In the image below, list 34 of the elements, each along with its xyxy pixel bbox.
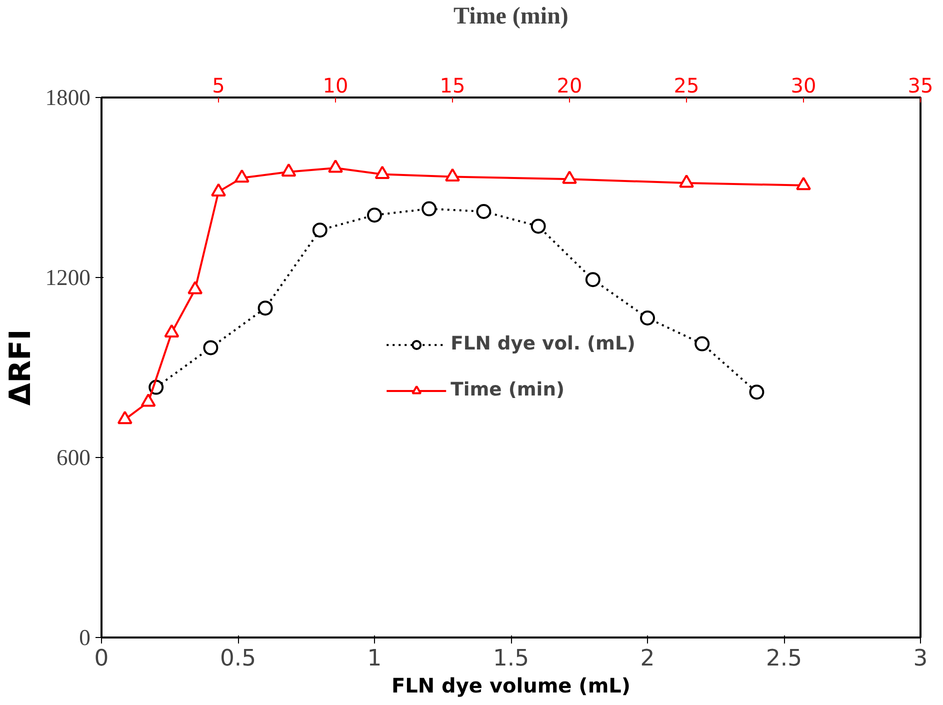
- x2-tick-label: 10: [322, 74, 348, 98]
- x-tick-label: 1: [367, 646, 382, 672]
- x2-tick-label: 25: [674, 74, 700, 98]
- x-tick-label: 0: [94, 646, 109, 672]
- point: [749, 384, 764, 400]
- y-tick-label: 0: [79, 625, 90, 650]
- point: [694, 336, 710, 352]
- x-tick-label: 2.5: [766, 646, 802, 672]
- y-axis-title: ΔRFI: [3, 329, 38, 406]
- x2-tick-label: 20: [556, 74, 582, 98]
- legend-label: Time (min): [450, 380, 565, 400]
- point: [312, 222, 328, 238]
- y-tick-label: 600: [56, 445, 90, 470]
- x-tick-label: 0.5: [220, 646, 256, 672]
- y-tick-label: 1200: [45, 265, 90, 290]
- x-axis-title: FLN dye volume (mL): [391, 674, 631, 698]
- point: [530, 218, 546, 234]
- point: [367, 208, 382, 223]
- point: [585, 272, 600, 288]
- point: [476, 204, 492, 219]
- x2-tick-label: 30: [790, 74, 816, 98]
- point: [640, 310, 655, 326]
- x2-axis-title: Time (min): [454, 4, 568, 30]
- x-tick-label: 1.5: [492, 646, 530, 672]
- x-tick-label: 3: [913, 646, 928, 672]
- legend-label: FLN dye vol. (mL): [450, 334, 636, 354]
- y-tick-label: 1800: [45, 85, 90, 110]
- x2-tick-label: 35: [908, 74, 934, 98]
- x2-tick-label: 5: [212, 74, 225, 98]
- x-tick-label: 2: [640, 646, 655, 672]
- x2-tick-label: 15: [440, 74, 466, 98]
- point: [422, 201, 437, 216]
- point: [203, 340, 218, 356]
- point: [258, 300, 273, 316]
